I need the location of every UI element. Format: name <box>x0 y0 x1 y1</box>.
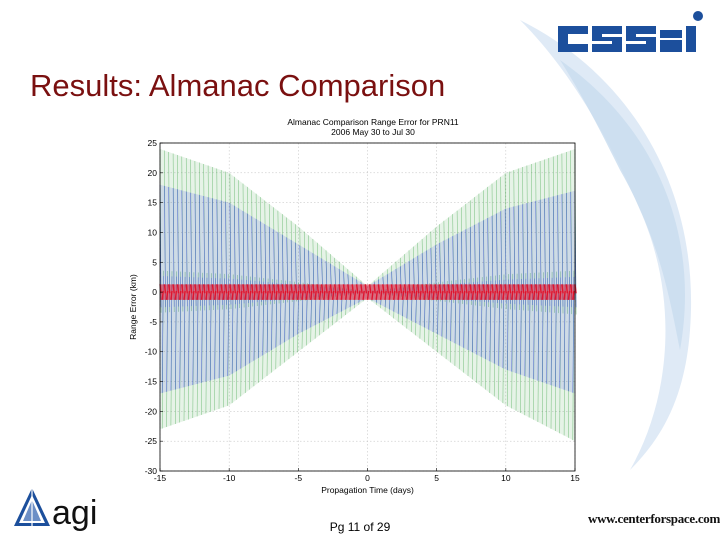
website-url: www.centerforspace.com <box>588 511 720 526</box>
chart-subtitle: 2006 May 30 to Jul 30 <box>331 127 415 137</box>
x-tick-label: -5 <box>295 473 303 483</box>
y-tick-label: 25 <box>148 138 158 148</box>
x-tick-label: 15 <box>570 473 580 483</box>
x-tick-label: 5 <box>434 473 439 483</box>
y-tick-label: 0 <box>152 287 157 297</box>
agi-logo: agi <box>14 488 97 532</box>
y-axis-label: Range Error (km) <box>128 274 138 340</box>
data-series <box>159 148 577 442</box>
agi-logo-text: agi <box>52 494 97 532</box>
y-tick-label: -25 <box>145 436 158 446</box>
x-tick-label: 0 <box>365 473 370 483</box>
y-tick-label: 15 <box>148 198 158 208</box>
range-error-chart: Almanac Comparison Range Error for PRN11… <box>128 117 580 495</box>
page-number: Pg 11 of 29 <box>329 520 391 534</box>
y-tick-label: -20 <box>145 406 158 416</box>
y-tick-label: -10 <box>145 347 158 357</box>
y-tick-label: -5 <box>149 317 157 327</box>
x-tick-label: -15 <box>154 473 167 483</box>
series-3 <box>159 284 577 300</box>
slide-title: Results: Almanac Comparison <box>30 68 446 103</box>
x-axis-label: Propagation Time (days) <box>321 485 414 495</box>
agi-triangle-icon <box>14 488 50 526</box>
series-2-trace <box>159 184 577 393</box>
x-tick-label: -10 <box>223 473 236 483</box>
y-tick-label: 20 <box>148 168 158 178</box>
x-tick-label: 10 <box>501 473 511 483</box>
y-tick-label: 10 <box>148 227 158 237</box>
series-3-band <box>160 284 575 300</box>
chart-title: Almanac Comparison Range Error for PRN11 <box>287 117 459 127</box>
y-tick-label: -15 <box>145 377 158 387</box>
axis-ticks: -15 -10 -5 0 5 10 15 25 20 15 10 5 0 -5 -10 -15 -20 -25 -3… <box>145 138 580 483</box>
cssi-logo <box>558 11 703 52</box>
y-tick-label: -30 <box>145 466 158 476</box>
y-tick-label: 5 <box>152 257 157 267</box>
